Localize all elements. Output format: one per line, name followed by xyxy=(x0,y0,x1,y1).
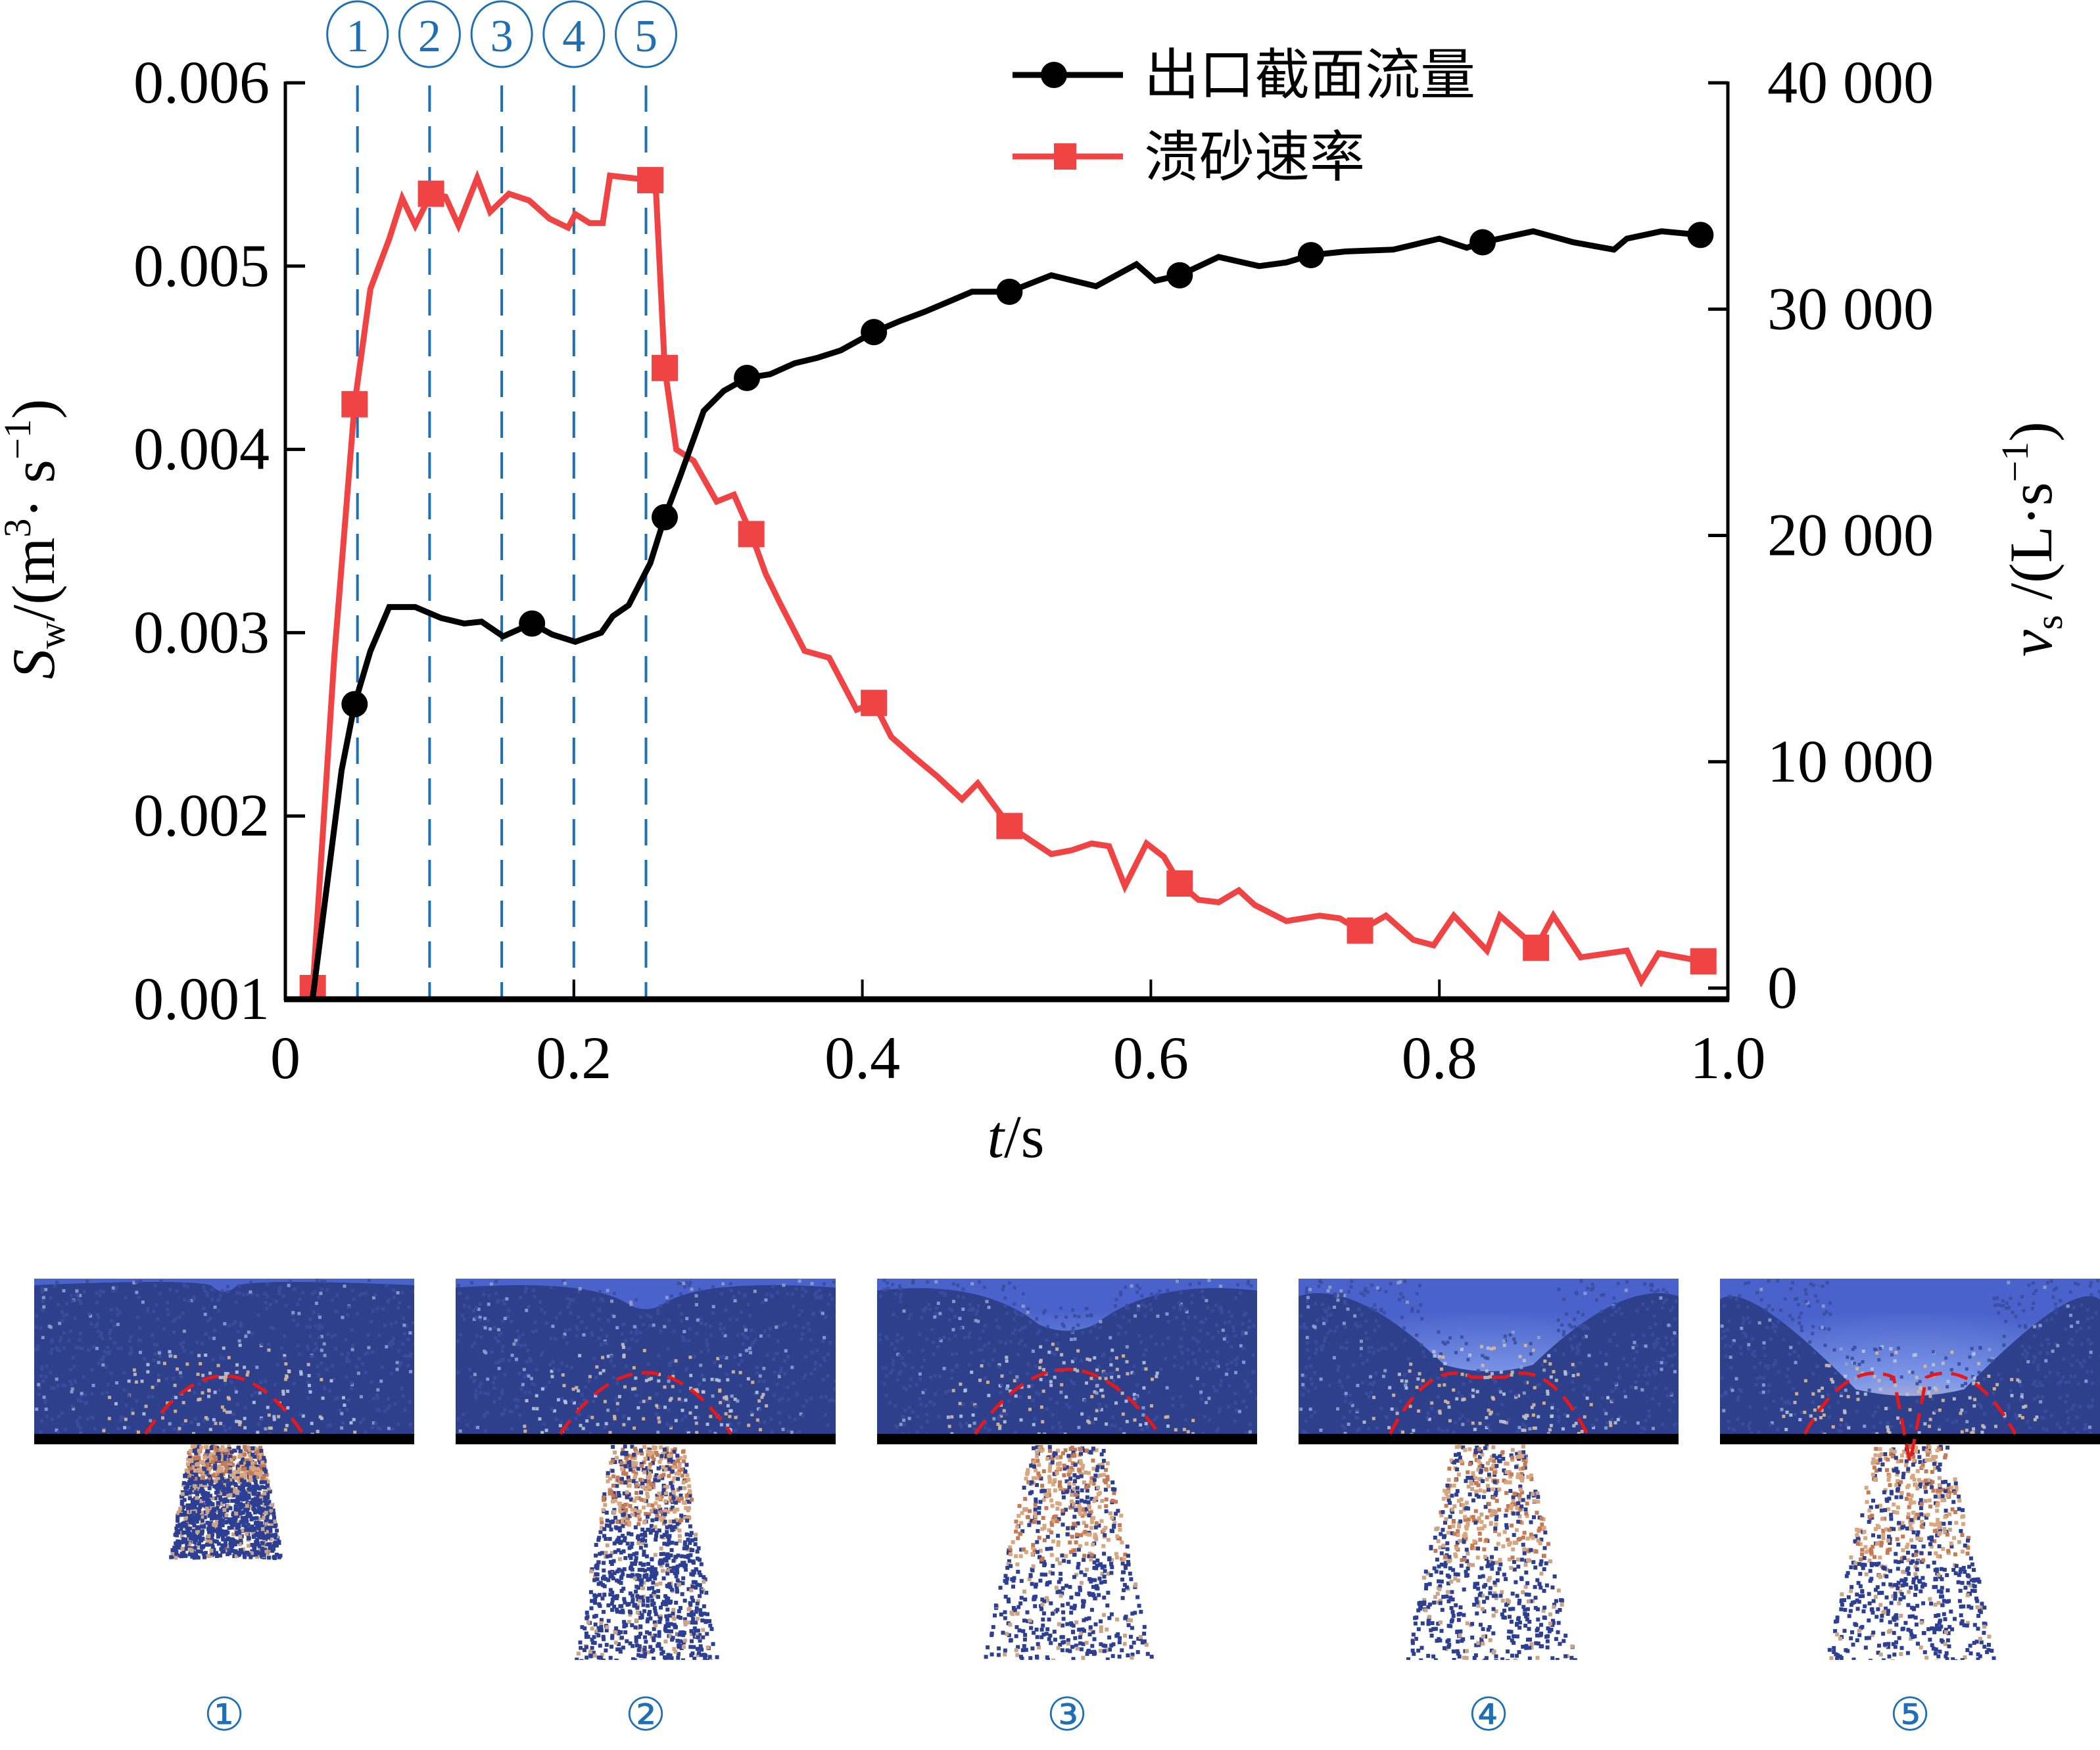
legend-marker-circle xyxy=(1041,62,1067,88)
x-axis-symbol: t xyxy=(988,1103,1006,1170)
snapshot-panel xyxy=(877,1279,1260,1750)
x-tick-label: 0.8 xyxy=(1402,1024,1477,1091)
snapshot-panel xyxy=(1299,1279,1681,1750)
y-left-tick-label: 0.004 xyxy=(133,415,270,483)
panel-label: ③ xyxy=(1046,1690,1088,1741)
legend-label-sand: 溃砂速率 xyxy=(1144,125,1365,189)
y-left-tick-label: 0.005 xyxy=(133,232,270,299)
data-point-flow xyxy=(341,691,368,718)
data-point-sand-rate xyxy=(637,167,664,194)
data-point-sand-rate xyxy=(1523,934,1550,961)
y-left-tick-label: 0.001 xyxy=(133,965,270,1032)
series-line-sand-rate xyxy=(310,170,1704,989)
y-left-tick-label: 0.002 xyxy=(133,782,270,849)
data-point-flow xyxy=(861,319,888,346)
data-point-flow xyxy=(652,504,679,531)
data-point-flow xyxy=(519,610,546,637)
arch-boundary xyxy=(1803,1371,2017,1463)
y-right-sup: −1 xyxy=(1993,442,2036,483)
particle-simulation-image xyxy=(1299,1279,1681,1750)
axes xyxy=(283,82,1730,1003)
phase-circle xyxy=(470,0,533,68)
y-right-tick-label: 0 xyxy=(1767,954,1798,1021)
y-left-sup2: −1 xyxy=(0,419,39,460)
data-point-sand-rate xyxy=(1690,948,1717,975)
panel-label: ④ xyxy=(1468,1690,1510,1741)
data-point-sand-rate xyxy=(652,354,679,381)
y-left-sup1: 3 xyxy=(0,519,39,538)
y-left-unit-pre: /(m xyxy=(0,538,67,622)
legend: 出口截面流量 溃砂速率 xyxy=(1013,43,1475,189)
phase-label: 2 xyxy=(418,11,441,62)
legend-marker-square xyxy=(1054,143,1076,170)
x-axis-title: t/s xyxy=(988,1103,1045,1170)
particle-simulation-image xyxy=(877,1279,1260,1750)
y-left-tick-label: 0.003 xyxy=(133,598,270,665)
y-right-tick-label: 30 000 xyxy=(1767,275,1934,342)
phase-label: 3 xyxy=(490,11,513,62)
x-axis-unit: /s xyxy=(1004,1103,1044,1170)
data-point-sand-rate xyxy=(996,813,1023,840)
phase-circle xyxy=(398,0,461,68)
data-point-sand-rate xyxy=(861,690,888,717)
data-point-sand-rate xyxy=(738,521,765,548)
phase-label: 1 xyxy=(346,11,369,62)
x-tick-label: 0.4 xyxy=(824,1024,900,1091)
data-point-flow xyxy=(1166,262,1193,289)
phase-label: 5 xyxy=(634,11,657,62)
ticks: 0 0.2 0.4 0.6 0.8 1.0 0.001 0.002 0.003 0.004 0.00… xyxy=(133,49,1934,1091)
legend-label-flow: 出口截面流量 xyxy=(1144,43,1475,107)
arch-boundary xyxy=(973,1367,1161,1435)
arch-boundary xyxy=(143,1374,305,1435)
panel-label: ① xyxy=(203,1690,245,1741)
y-right-tick-label: 10 000 xyxy=(1767,728,1934,795)
y-right-tick-label: 20 000 xyxy=(1767,502,1934,569)
particle-simulation-image xyxy=(1720,1279,2100,1750)
y-right-subscript: s xyxy=(2028,615,2070,630)
data-point-flow xyxy=(734,364,761,391)
snapshot-panel xyxy=(1720,1279,2100,1750)
panel-label: ⑤ xyxy=(1889,1690,1931,1741)
data-point-flow xyxy=(996,278,1023,305)
data-point-sand-rate xyxy=(1347,917,1373,944)
snapshot-panel xyxy=(456,1279,839,1711)
y-left-symbol: S xyxy=(0,649,67,679)
y-right-tick-label: 40 000 xyxy=(1767,49,1934,116)
particle-simulation-image xyxy=(34,1279,417,1560)
snapshot-panel xyxy=(34,1279,417,1660)
panel-label: ② xyxy=(625,1690,667,1741)
y-left-tick-label: 0.006 xyxy=(133,49,270,116)
arch-boundary xyxy=(558,1371,733,1435)
data-point-sand-rate xyxy=(418,180,444,207)
data-point-sand-rate xyxy=(341,390,368,417)
y-left-axis-title: Sw/(m3· s−1) xyxy=(0,399,73,679)
phase-circle xyxy=(326,0,389,68)
y-left-unit-post: ) xyxy=(0,399,67,419)
y-right-symbol: v xyxy=(1997,630,2064,657)
x-tick-label: 0 xyxy=(270,1024,300,1091)
phase-circle xyxy=(615,0,677,68)
data-point-flow xyxy=(1297,242,1324,269)
data-point-flow xyxy=(1687,222,1714,248)
y-left-unit-mid: · s xyxy=(0,460,67,518)
data-point-flow xyxy=(1469,229,1496,256)
y-left-subscript: w xyxy=(30,621,73,649)
particle-simulation-image xyxy=(456,1279,839,1711)
y-right-unit-pre: /(L·s xyxy=(1997,483,2064,615)
data-point-sand-rate xyxy=(1166,870,1193,897)
phase-label: 4 xyxy=(562,11,585,62)
series-line-flow xyxy=(310,228,1701,998)
x-tick-label: 1.0 xyxy=(1690,1024,1766,1091)
phase-circle xyxy=(542,0,606,68)
x-tick-label: 0.6 xyxy=(1113,1024,1189,1091)
series-layer xyxy=(299,167,1717,1001)
y-right-unit-post: ) xyxy=(1997,421,2064,442)
y-right-axis-title: vs /(L·s−1) xyxy=(1993,421,2070,657)
x-tick-label: 0.2 xyxy=(536,1024,611,1091)
